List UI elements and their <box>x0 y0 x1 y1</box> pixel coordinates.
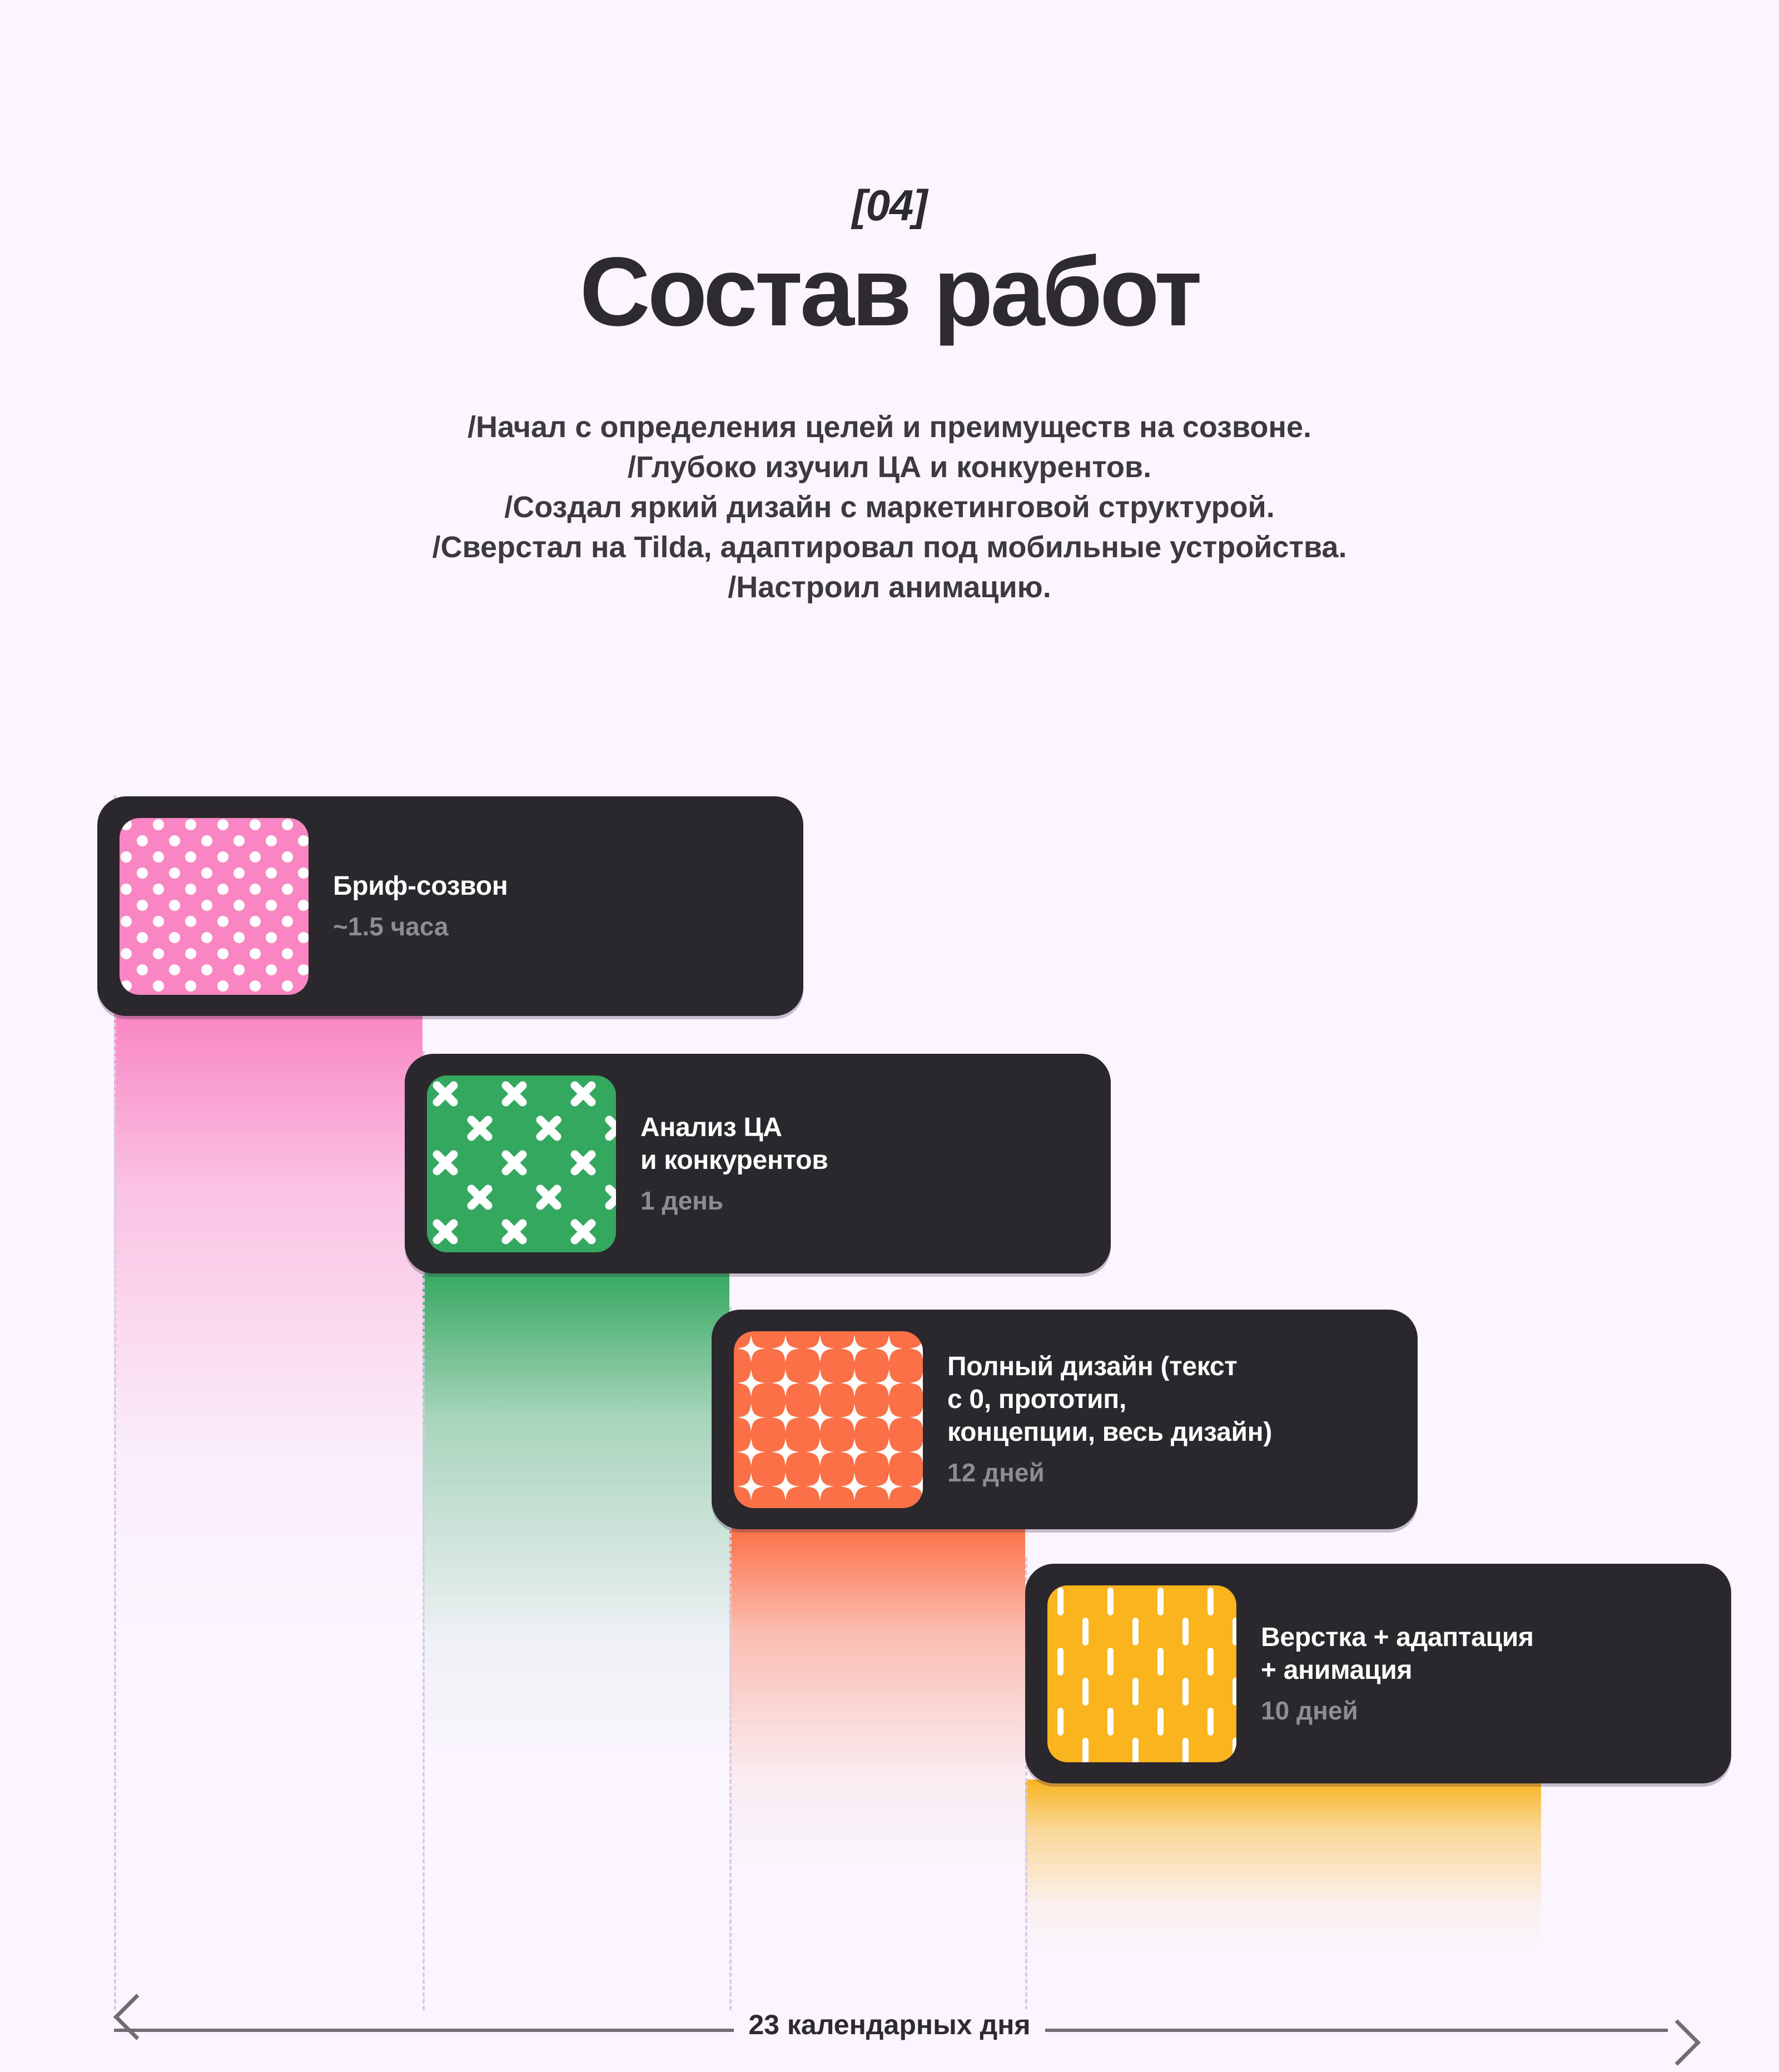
task-card-research[interactable]: Анализ ЦА и конкурентов 1 день <box>405 1054 1111 1273</box>
axis-label-wrap: 23 календарных дня <box>0 2009 1779 2041</box>
task-card-design[interactable]: Полный дизайн (текст с 0, прототип, конц… <box>712 1310 1418 1529</box>
task-title: Анализ ЦА и конкурентов <box>640 1112 828 1175</box>
task-swatch-design <box>734 1331 923 1508</box>
task-duration: ~1.5 часа <box>333 912 449 941</box>
trail-build <box>1025 1779 1541 2007</box>
task-duration: 10 дней <box>1261 1696 1358 1725</box>
page-title: Состав работ <box>579 237 1202 346</box>
task-duration: 1 день <box>640 1186 724 1215</box>
x-marks-pattern-icon <box>427 1075 616 1252</box>
dash-pattern-icon <box>1047 1585 1236 1762</box>
intro-line-2: /Глубоко изучил ЦА и конкурентов. <box>627 450 1152 484</box>
task-text-brief: Бриф-созвон ~1.5 часа <box>333 870 508 942</box>
intro-line-4: /Сверстал на Tilda, адаптировал под моби… <box>432 530 1347 564</box>
task-swatch-research <box>427 1075 616 1252</box>
task-title: Бриф-созвон <box>333 871 508 901</box>
task-swatch-build <box>1047 1585 1236 1762</box>
section-number: [04] <box>852 181 928 230</box>
task-swatch-brief <box>120 817 309 995</box>
task-title: Полный дизайн (текст с 0, прототип, конц… <box>947 1352 1273 1448</box>
grid-line-day-0 <box>114 795 116 2010</box>
task-title: Верстка + адаптация + анимация <box>1261 1622 1534 1685</box>
task-text-design: Полный дизайн (текст с 0, прототип, конц… <box>947 1350 1272 1488</box>
task-duration: 12 дней <box>947 1458 1045 1488</box>
task-card-build[interactable]: Верстка + адаптация + анимация 10 дней <box>1025 1564 1731 1783</box>
task-card-brief[interactable]: Бриф-созвон ~1.5 часа <box>97 796 803 1016</box>
grid-line-day-2 <box>729 1307 732 2010</box>
task-text-build: Верстка + адаптация + анимация 10 дней <box>1261 1621 1534 1726</box>
axis-label: 23 календарных дня <box>734 2009 1045 2040</box>
intro-line-5: /Настроил анимацию. <box>728 570 1051 604</box>
intro-text-block: /Начал с определения целей и преимуществ… <box>0 408 1779 607</box>
trail-research <box>423 1271 729 2007</box>
grid-line-day-3 <box>1025 1557 1027 2010</box>
grid-line-day-1 <box>423 1051 425 2010</box>
intro-line-3: /Создал яркий дизайн с маркетинговой стр… <box>504 490 1275 524</box>
task-text-research: Анализ ЦА и конкурентов 1 день <box>640 1111 828 1216</box>
trail-design <box>729 1526 1025 2007</box>
page-header: [04] Состав работ /Начал с определения ц… <box>0 0 1779 607</box>
intro-line-1: /Начал с определения целей и преимуществ… <box>467 410 1312 444</box>
trail-brief <box>114 1012 423 2007</box>
sparkle-pattern-icon <box>734 1331 923 1508</box>
